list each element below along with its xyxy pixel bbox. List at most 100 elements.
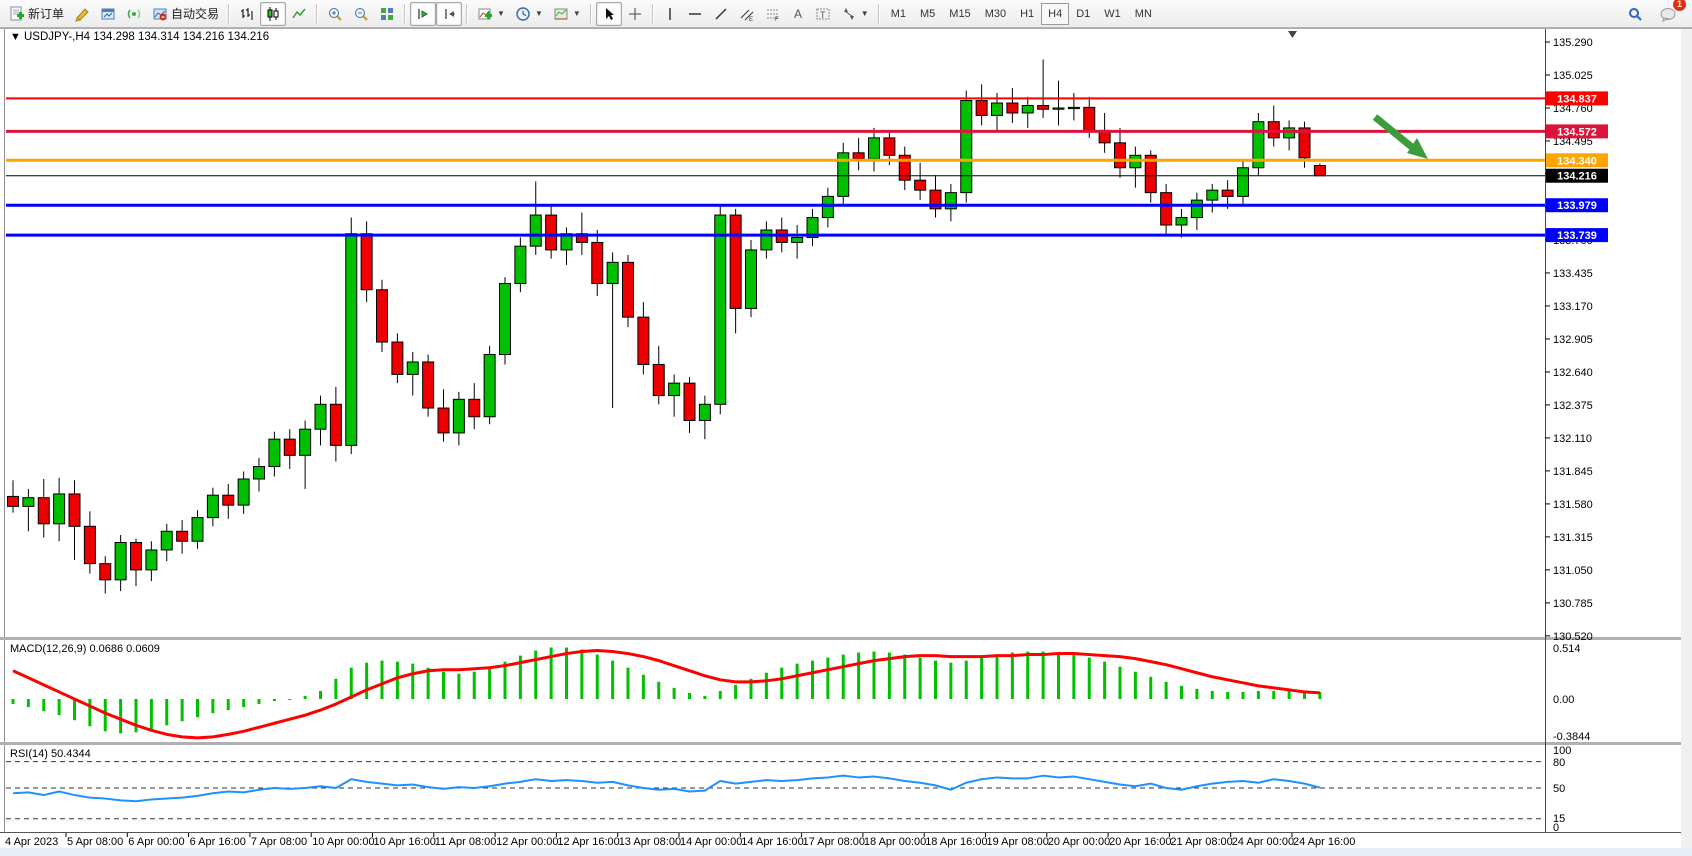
candle-body [652,363,665,397]
candle-body [376,289,388,343]
candle-body [929,189,942,210]
signals-button[interactable] [121,2,147,26]
horizontal-line-icon [687,6,703,22]
svg-text:134.572: 134.572 [1557,126,1597,138]
chart-shift-button[interactable] [436,1,463,26]
text-button[interactable]: A [786,2,810,26]
svg-text:132.905: 132.905 [1553,334,1593,346]
chart-shift-marker-icon [1288,31,1297,38]
chart-canvas[interactable]: ▼ USDJPY-,H4 134.298 134.314 134.216 134… [0,28,1692,856]
annotation-arrow[interactable] [1372,114,1428,159]
horizontal-lines[interactable] [6,97,1545,237]
rsi-line [12,774,1321,803]
date-label: 11 Apr 08:00 [435,836,497,848]
search-button[interactable] [1622,2,1648,26]
zoom-in-button[interactable] [322,2,348,26]
notification-badge: 1 [1673,0,1686,11]
new-order-icon [9,6,25,22]
templates-icon [553,6,569,22]
notifications-button[interactable]: 1 [1654,0,1686,26]
candle-body [1221,189,1234,197]
search-icon [1627,6,1643,22]
pane-divider[interactable] [0,637,1692,640]
candle-body [53,493,66,525]
tf-h1-button[interactable]: H1 [1020,7,1035,20]
periods-clock-icon [515,6,531,22]
candle-body [514,245,527,285]
candle-body [130,541,142,571]
bar-chart-icon [239,6,255,22]
tf-mn-button[interactable]: MN [1134,7,1152,20]
crayon-button[interactable] [69,2,95,26]
trendline-button[interactable] [708,2,734,26]
svg-text:0.00: 0.00 [1553,694,1574,706]
candle-body [176,530,189,542]
separator [404,3,407,24]
tf-m1-button[interactable]: M1 [890,7,906,20]
vertical-line-button[interactable] [658,2,682,26]
candle-body [360,233,373,291]
candle-body [852,152,865,160]
candlestick-chart-button[interactable] [260,1,287,26]
fibonacci-button[interactable]: F [760,2,786,26]
horizontal-line-button[interactable] [682,2,708,26]
symbol-dropdown-icon[interactable]: ▼ [10,31,21,43]
svg-text:F: F [775,17,779,22]
price-badge [1546,168,1608,183]
price-badge [1546,153,1608,168]
text-icon: A [791,6,805,22]
indicators-icon [477,6,493,22]
candle-body [499,283,511,355]
macd-label: MACD(12,26,9) 0.0686 0.0609 [10,643,160,655]
tf-h4-button[interactable]: H4 [1041,2,1070,25]
periods-button[interactable]: ▼ [510,2,548,26]
bar-chart-button[interactable] [234,2,260,26]
market-window-button[interactable] [95,2,121,26]
separator [877,3,880,24]
auto-scroll-icon [415,6,431,22]
autotrade-button[interactable]: 自动交易 [147,2,224,26]
svg-text:134.837: 134.837 [1557,93,1597,105]
chevron-down-icon: ▼ [860,9,869,18]
tf-w1-button[interactable]: W1 [1104,7,1121,20]
crosshair-button[interactable] [622,2,648,26]
candle-body [1267,121,1280,139]
label-button[interactable]: T [810,2,836,26]
status-strip [0,848,1692,856]
zoom-out-button[interactable] [348,2,374,26]
candle-body [914,179,927,191]
candle-body [1313,165,1326,177]
candle-body [591,241,604,285]
auto-scroll-button[interactable] [410,1,437,26]
candle-body [1083,106,1096,131]
new-order-button[interactable]: 新订单 [4,2,69,26]
svg-text:133.979: 133.979 [1557,200,1597,212]
svg-text:132.110: 132.110 [1553,433,1592,445]
tf-m15-button[interactable]: M15 [949,7,971,20]
candle-body [468,398,481,418]
line-chart-button[interactable] [286,2,312,26]
candles [7,59,1326,594]
candlestick-chart-icon [265,6,281,22]
tf-d1-button[interactable]: D1 [1076,7,1091,20]
candle-body [1114,142,1126,169]
templates-button[interactable]: ▼ [548,2,586,26]
candle-body [806,217,819,238]
date-label: 24 Apr 16:00 [1293,836,1355,848]
tf-m5-button[interactable]: M5 [920,7,936,20]
tile-windows-button[interactable] [374,2,400,26]
tf-m30-button[interactable]: M30 [984,7,1007,20]
price-badge [1546,91,1608,106]
date-label: 20 Apr 00:00 [1048,836,1110,848]
indicators-button[interactable]: ▼ [472,2,510,26]
date-label: 21 Apr 08:00 [1170,836,1232,848]
svg-text:A: A [794,7,802,21]
arrows-button[interactable]: ▼ [836,2,874,26]
channel-button[interactable]: E [734,2,760,26]
pane-divider[interactable] [0,742,1692,745]
cursor-button[interactable] [595,1,622,26]
date-label: 13 Apr 08:00 [619,836,681,848]
candle-body [729,214,742,309]
svg-text:133.739: 133.739 [1557,230,1597,242]
candle-body [960,100,973,194]
